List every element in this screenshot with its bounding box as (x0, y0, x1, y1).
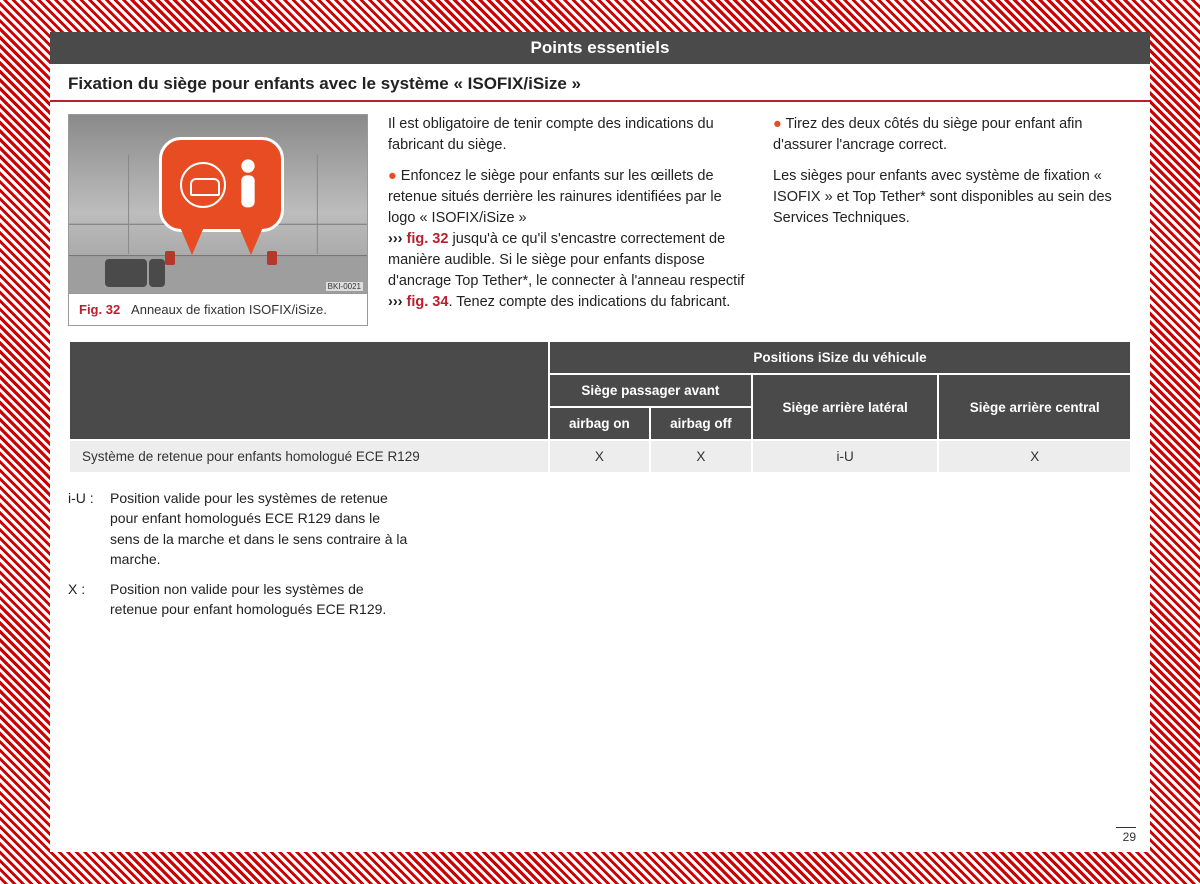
figure-32: BKI-0021 Fig. 32 Anneaux de fixation ISO… (68, 114, 368, 326)
seat-buckle (149, 259, 165, 287)
page-number: 29 (1116, 827, 1136, 844)
table-header: Positions iSize du véhicule (550, 342, 1130, 373)
manual-page: Points essentiels Fixation du siège pour… (50, 32, 1150, 852)
positions-table: Positions iSize du véhicule Siège passag… (68, 340, 1132, 474)
table-header-row: Positions iSize du véhicule (70, 342, 1130, 373)
paragraph-text: . Tenez compte des indications du fabric… (448, 294, 730, 310)
paragraph: Il est obligatoire de tenir compte des i… (388, 114, 747, 156)
definition-key: i-U : (68, 488, 102, 569)
bullet-icon: ● (388, 168, 397, 184)
ref-arrow-icon: ››› (388, 231, 403, 247)
section-title: Fixation du siège pour enfants avec le s… (50, 64, 1150, 102)
column-1: Il est obligatoire de tenir compte des i… (388, 114, 747, 326)
table-cell: i-U (753, 441, 938, 472)
seat-buckle (105, 259, 147, 287)
legend-definitions: i-U : Position valide pour les systèmes … (50, 474, 430, 620)
table-cell: X (550, 441, 649, 472)
table-cell: X (939, 441, 1130, 472)
isofix-callout-bubble (159, 137, 284, 232)
main-content: BKI-0021 Fig. 32 Anneaux de fixation ISO… (50, 114, 1150, 326)
definition-item: X : Position non valide pour les système… (68, 579, 412, 620)
figure-caption-text (124, 302, 131, 317)
definition-item: i-U : Position valide pour les systèmes … (68, 488, 412, 569)
document-header: Points essentiels (50, 32, 1150, 64)
figure-caption-text: Anneaux de fixation ISOFIX/iSize. (131, 302, 327, 317)
ref-arrow-icon: ››› (388, 294, 403, 310)
figure-caption: Fig. 32 Anneaux de fixation ISOFIX/iSize… (68, 294, 368, 326)
figure-ref: Fig. 32 (79, 302, 120, 317)
figure-image: BKI-0021 (68, 114, 368, 294)
child-seat-icon (180, 162, 226, 208)
paragraph-text: Enfoncez le siège pour enfants sur les œ… (388, 168, 722, 226)
bullet-icon: ● (773, 116, 782, 132)
paragraph: ● Enfoncez le siège pour enfants sur les… (388, 166, 747, 313)
image-code: BKI-0021 (326, 282, 363, 291)
table-header: Siège arrière central (939, 375, 1130, 439)
table-cell: X (651, 441, 751, 472)
definition-text: Position valide pour les systèmes de ret… (110, 488, 412, 569)
definition-key: X : (68, 579, 102, 620)
figure-cross-ref: fig. 32 (407, 231, 449, 247)
text-columns: Il est obligatoire de tenir compte des i… (388, 114, 1132, 326)
anchor-point-left (165, 251, 175, 265)
figure-cross-ref: fig. 34 (407, 294, 449, 310)
positions-table-wrap: Positions iSize du véhicule Siège passag… (50, 326, 1150, 474)
table-row: Système de retenue pour enfants homologu… (70, 441, 1130, 472)
person-i-icon (232, 158, 264, 211)
paragraph-text: Tirez des deux côtés du siège pour enfan… (773, 116, 1082, 153)
definition-text: Position non valide pour les systèmes de… (110, 579, 412, 620)
table-header: Siège passager avant (550, 375, 751, 406)
table-header: airbag off (651, 408, 751, 439)
table-header: airbag on (550, 408, 649, 439)
table-corner-cell (70, 342, 548, 439)
table-header: Siège arrière latéral (753, 375, 938, 439)
anchor-point-right (267, 251, 277, 265)
table-row-label: Système de retenue pour enfants homologu… (70, 441, 548, 472)
paragraph: Les sièges pour enfants avec système de … (773, 166, 1132, 229)
column-2: ● Tirez des deux côtés du siège pour enf… (773, 114, 1132, 326)
paragraph: ● Tirez des deux côtés du siège pour enf… (773, 114, 1132, 156)
